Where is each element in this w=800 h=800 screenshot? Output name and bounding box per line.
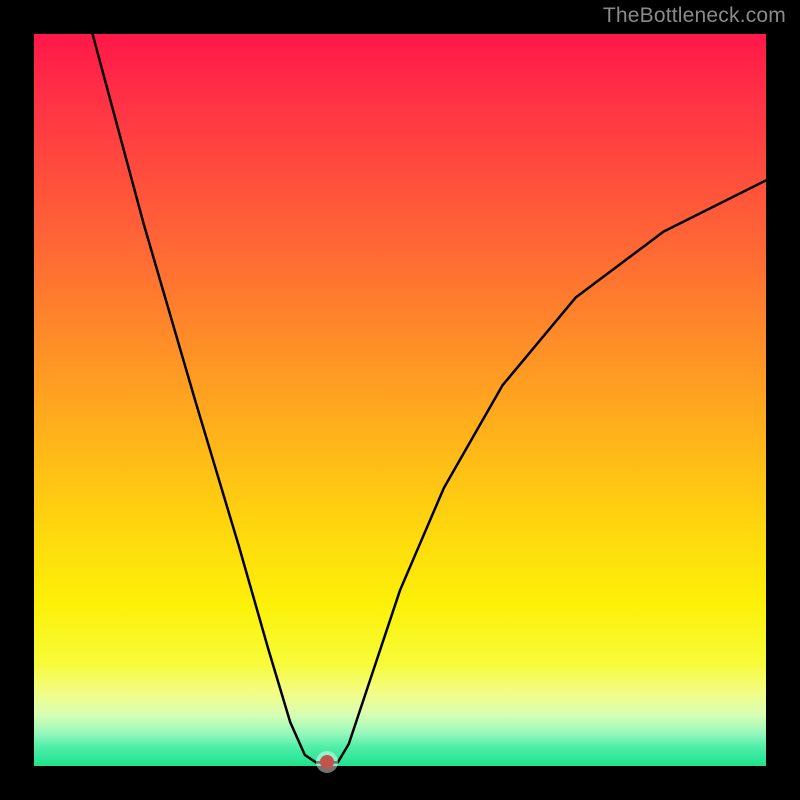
watermark-text: TheBottleneck.com [603, 4, 786, 28]
chart-plot-area [34, 34, 766, 766]
vcurve-svg [34, 34, 766, 766]
optimum-marker [320, 755, 334, 769]
vcurve-line [93, 34, 766, 762]
